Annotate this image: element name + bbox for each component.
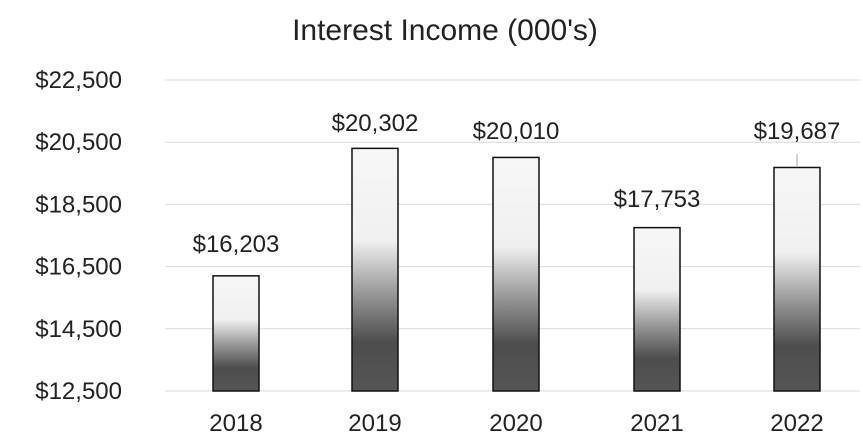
bar-2021 (633, 226, 681, 392)
bars (212, 147, 821, 392)
y-tick-label: $20,500 (35, 129, 122, 156)
bar-2018 (212, 275, 260, 392)
x-tick-label-2021: 2021 (630, 410, 683, 437)
data-label-2022: $19,687 (754, 118, 841, 145)
x-axis-labels: 2018 2019 2020 2021 2022 (209, 410, 823, 437)
y-tick-label: $12,500 (35, 378, 122, 405)
data-label-2021: $17,753 (614, 186, 701, 213)
y-tick-label: $16,500 (35, 254, 122, 281)
x-tick-label-2018: 2018 (209, 410, 262, 437)
data-label-2018: $16,203 (193, 231, 280, 258)
data-label-2019: $20,302 (332, 110, 419, 137)
y-tick-label: $14,500 (35, 316, 122, 343)
y-tick-label: $22,500 (35, 67, 122, 94)
bar-2019 (351, 147, 399, 392)
x-tick-label-2020: 2020 (489, 410, 542, 437)
x-tick-label-2019: 2019 (348, 410, 401, 437)
y-axis-labels: $12,500 $14,500 $16,500 $18,500 $20,500 $22,5… (35, 67, 122, 405)
data-labels: $16,203 $20,302 $20,010 $17,753 $19,687 (193, 110, 841, 258)
y-tick-label: $18,500 (35, 191, 122, 218)
data-label-2020: $20,010 (473, 118, 560, 145)
chart-title: Interest Income (000's) (292, 14, 598, 47)
bar-2022 (773, 166, 821, 392)
x-tick-label-2022: 2022 (770, 410, 823, 437)
bar-2020 (492, 156, 540, 392)
